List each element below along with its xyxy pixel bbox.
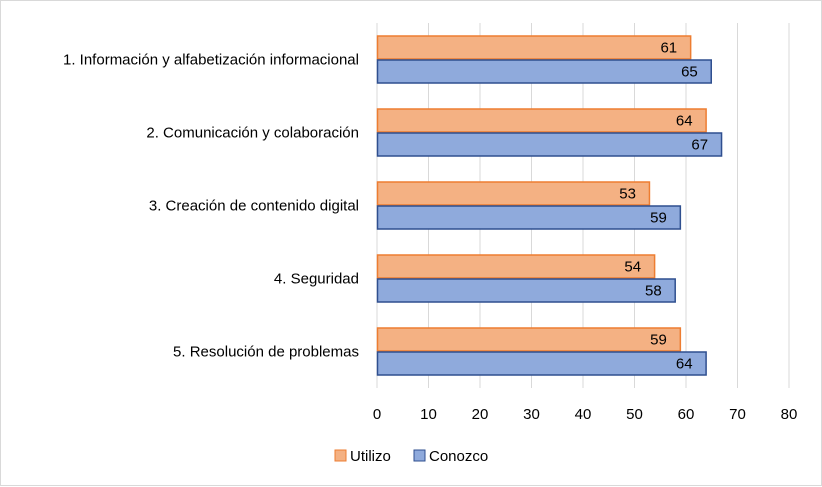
legend-label-conozco: Conozco — [429, 448, 488, 465]
x-tick-label: 80 — [781, 406, 798, 423]
category-label: 4. Seguridad — [274, 271, 359, 288]
data-label: 53 — [619, 186, 636, 203]
x-tick-label: 70 — [729, 406, 746, 423]
data-label: 59 — [650, 332, 667, 349]
data-label: 59 — [650, 210, 667, 227]
bar-utilizo-2 — [376, 108, 707, 133]
legend-swatch-conozco — [413, 449, 426, 462]
labels: 0 10 20 30 40 50 60 70 80 1. Información y alfabe… — [63, 40, 797, 424]
x-tick-label: 50 — [626, 406, 643, 423]
bar-conozco-1 — [376, 59, 712, 84]
bars — [376, 35, 723, 376]
category-label: 1. Información y alfabetización informac… — [63, 52, 359, 69]
data-label: 67 — [691, 137, 708, 154]
x-tick-label: 10 — [420, 406, 437, 423]
category-label: 3. Creación de contenido digital — [149, 198, 359, 215]
bar-utilizo-1 — [376, 35, 692, 60]
x-tick-label: 0 — [373, 406, 381, 423]
legend-label-utilizo: Utilizo — [350, 448, 391, 465]
data-label: 58 — [645, 283, 662, 300]
legend-swatch-utilizo — [334, 449, 347, 462]
bar-conozco-2 — [376, 132, 723, 157]
data-label: 65 — [681, 64, 698, 81]
x-tick-label: 60 — [678, 406, 695, 423]
data-label: 64 — [676, 113, 693, 130]
bar-utilizo-3 — [376, 181, 651, 206]
bar-conozco-4 — [376, 278, 676, 303]
category-label: 2. Comunicación y colaboración — [146, 125, 359, 142]
bar-utilizo-4 — [376, 254, 656, 279]
bar-utilizo-5 — [376, 327, 682, 352]
x-tick-label: 30 — [523, 406, 540, 423]
data-label: 61 — [660, 40, 677, 57]
category-label: 5. Resolución de problemas — [173, 344, 359, 361]
data-label: 54 — [624, 259, 641, 276]
data-label: 64 — [676, 356, 693, 373]
legend: Utilizo Conozco — [334, 448, 488, 465]
bar-conozco-5 — [376, 351, 707, 376]
bar-conozco-3 — [376, 205, 682, 230]
x-tick-label: 40 — [575, 406, 592, 423]
x-tick-label: 20 — [472, 406, 489, 423]
